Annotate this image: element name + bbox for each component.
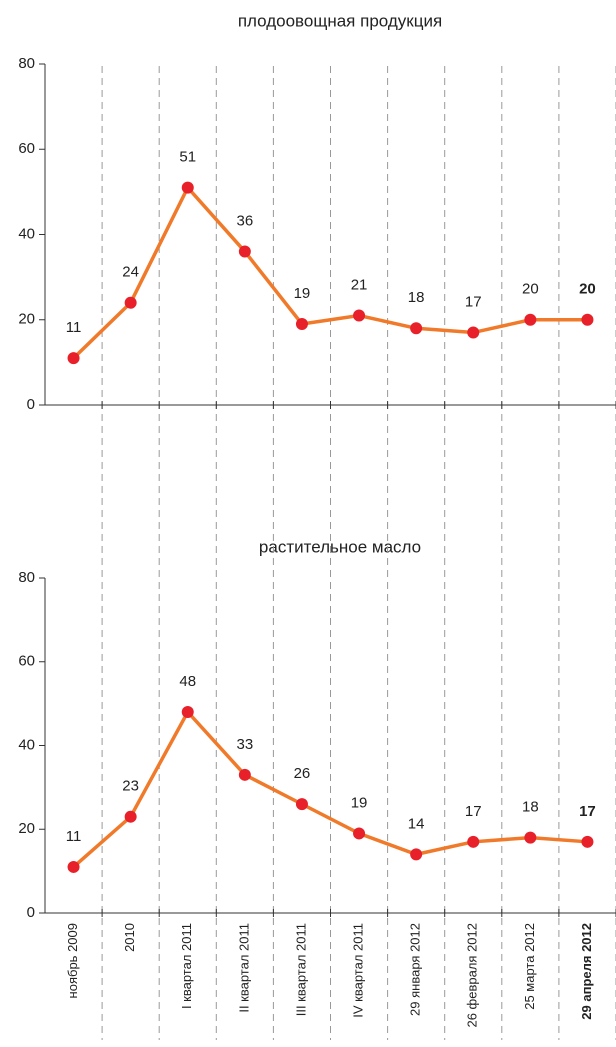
x-tick-label: ноябрь 2009: [65, 923, 80, 998]
marker: [410, 848, 423, 861]
data-label: 26: [294, 765, 311, 782]
data-label: 24: [122, 264, 139, 281]
marker: [295, 318, 308, 331]
y-tick-label: 20: [18, 820, 35, 837]
y-tick-label: 0: [27, 396, 35, 413]
data-label: 19: [294, 285, 311, 302]
marker: [181, 706, 194, 718]
line: [72, 184, 588, 360]
y-tick-label: 60: [18, 653, 35, 670]
marker: [67, 860, 80, 873]
data-label: 20: [579, 281, 596, 298]
marker: [238, 245, 251, 258]
x-tick-label: I квартал 2011: [179, 923, 194, 1009]
data-label: 11: [66, 828, 82, 845]
y-tick-label: 0: [27, 904, 35, 921]
x-tick-label: 25 марта 2012: [522, 923, 537, 1010]
x-tick-label: IV квартал 2011: [350, 923, 365, 1018]
data-label: 19: [351, 794, 368, 811]
marker: [581, 313, 594, 326]
chart-title: растительное масло: [259, 537, 421, 556]
marker: [67, 352, 80, 365]
marker: [353, 309, 366, 322]
data-label: 17: [465, 803, 482, 820]
data-label: 33: [237, 736, 254, 753]
y-tick-label: 80: [18, 569, 35, 586]
data-label: 14: [408, 815, 425, 832]
marker: [238, 768, 251, 781]
data-label: 23: [122, 778, 139, 795]
y-tick-label: 20: [18, 311, 35, 328]
y-tick-label: 40: [18, 225, 35, 242]
data-label: 51: [179, 149, 196, 166]
x-tick-label: II квартал 2011: [236, 923, 251, 1013]
data-label: 18: [522, 799, 539, 816]
marker: [181, 181, 194, 194]
data-label: 20: [522, 281, 539, 298]
marker: [524, 831, 537, 844]
y-tick-label: 60: [18, 140, 35, 157]
x-tick-label: III квартал 2011: [293, 923, 308, 1016]
marker: [581, 835, 594, 848]
marker: [295, 798, 308, 811]
data-label: 18: [408, 289, 425, 306]
chart-title: плодоовощная продукция: [238, 11, 442, 30]
marker: [124, 296, 137, 309]
data-label: 17: [579, 803, 596, 820]
data-label: 36: [237, 213, 254, 230]
marker: [524, 313, 537, 326]
line: [72, 709, 588, 869]
marker: [353, 827, 366, 840]
data-label: 48: [179, 673, 196, 690]
data-label: 17: [465, 294, 482, 311]
data-label: 21: [351, 276, 368, 293]
marker: [467, 326, 480, 339]
data-label: 11: [66, 319, 82, 336]
marker: [467, 835, 480, 848]
marker: [124, 810, 137, 823]
x-tick-label: 29 апреля 2012: [579, 923, 594, 1020]
y-tick-label: 80: [18, 55, 35, 72]
x-tick-label: 2010: [122, 923, 137, 952]
x-tick-label: 29 января 2012: [408, 923, 423, 1016]
x-tick-label: 26 февраля 2012: [465, 923, 480, 1028]
y-tick-label: 40: [18, 736, 35, 753]
marker: [410, 322, 423, 335]
